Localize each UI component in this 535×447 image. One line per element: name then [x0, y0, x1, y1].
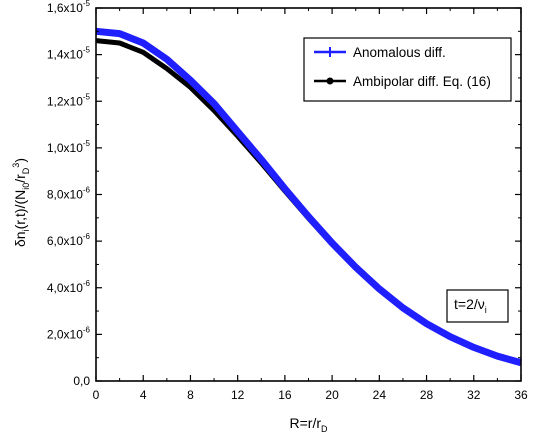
series-line-anomalous — [95, 27, 522, 367]
x-axis-label-main: R=r/r — [290, 415, 322, 431]
y-axis-label-part: (r,t)/(N — [12, 190, 28, 230]
x-tick-label: 4 — [140, 388, 147, 402]
y-axis: 0,0 2,0x10-6 4,0x10-6 6,0x10-6 8,0x10-6 1,0x1… — [47, 0, 521, 388]
y-tick-label: 6,0x10-6 — [47, 232, 91, 248]
x-tick-label: 24 — [373, 388, 387, 402]
y-axis-label-part: δn — [12, 231, 28, 247]
y-tick-label: 8,0x10-6 — [47, 186, 91, 202]
legend-entry-label: Anomalous diff. — [353, 45, 446, 60]
x-tick-label: 16 — [278, 388, 292, 402]
y-axis-label-part: /r — [12, 174, 28, 183]
y-tick-label: 1,2x10-5 — [47, 92, 91, 108]
y-axis-label-part: D — [21, 167, 31, 174]
x-tick-label: 20 — [325, 388, 339, 402]
x-tick-label: 0 — [93, 388, 100, 402]
time-annotation: t=2/νi — [446, 289, 509, 323]
legend: Anomalous diff. Ambipolar diff. Eq. (16) — [303, 37, 512, 102]
y-axis-label-part: i0 — [21, 183, 31, 190]
y-tick-label: 1,4x10-5 — [47, 46, 91, 62]
y-tick-label: 1,0x10-5 — [47, 139, 91, 155]
annotation-box — [446, 289, 509, 323]
legend-marker-circle — [326, 77, 334, 85]
x-axis-label-subscript: D — [321, 424, 328, 434]
y-axis-label-part: ) — [12, 158, 28, 163]
y-axis-label-part: 3 — [11, 163, 21, 168]
annotation-subscript: i — [485, 305, 487, 315]
y-tick-label: 0,0 — [73, 374, 90, 388]
y-axis-label: δni(r,t)/(Ni0/rD3) — [11, 158, 31, 247]
x-tick-label: 28 — [420, 388, 434, 402]
annotation-text: t=2/νi — [454, 296, 487, 315]
y-axis-label-part: i — [21, 229, 31, 231]
x-tick-label: 32 — [467, 388, 481, 402]
x-axis-label: R=r/rD — [290, 415, 329, 434]
y-tick-label: 1,6x10-5 — [47, 0, 91, 15]
legend-box — [303, 37, 512, 102]
x-tick-label: 36 — [514, 388, 528, 402]
series-layer — [95, 27, 522, 367]
x-tick-label: 12 — [231, 388, 245, 402]
y-tick-label: 2,0x10-6 — [47, 325, 91, 341]
x-tick-label: 8 — [187, 388, 194, 402]
legend-entry-label: Ambipolar diff. Eq. (16) — [353, 74, 491, 89]
y-tick-label: 4,0x10-6 — [47, 279, 91, 295]
x-axis: 0 4 8 12 16 20 24 28 32 36 — [93, 8, 528, 402]
annotation-main: t=2/ν — [454, 296, 485, 312]
